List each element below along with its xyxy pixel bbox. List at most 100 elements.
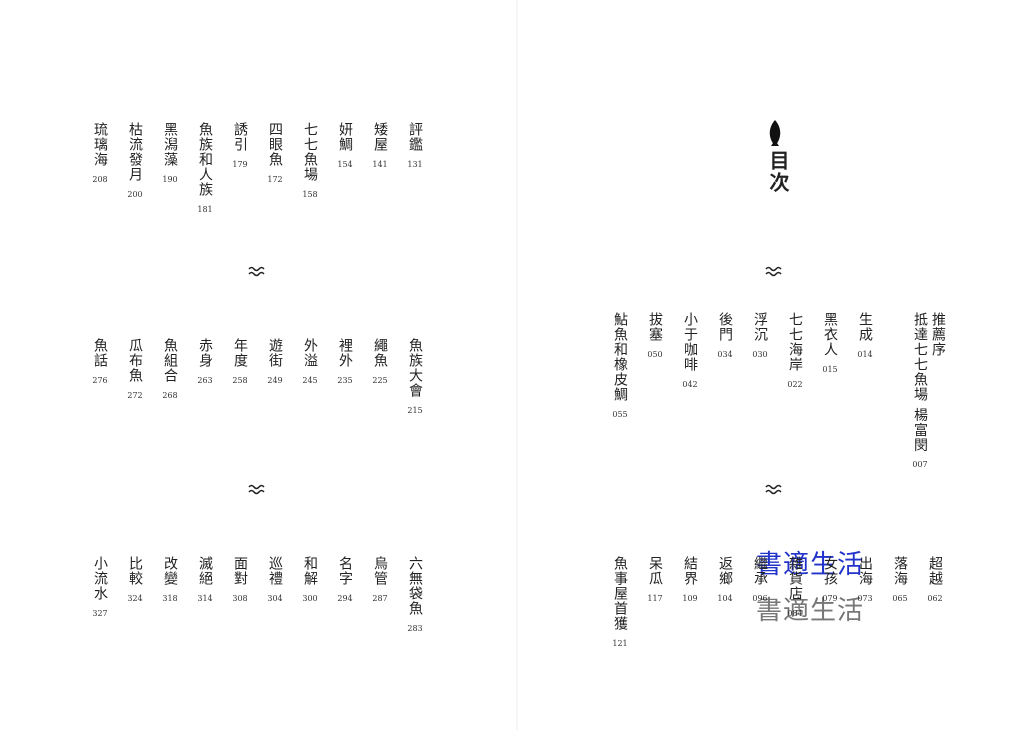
- toc-entry: 矮屋 141: [370, 122, 390, 169]
- toc-entry: 魚話 276: [90, 338, 110, 385]
- entry-title: 矮屋: [372, 122, 388, 152]
- entry-page: 141: [372, 160, 388, 169]
- toc-entry: 返鄉 104: [715, 556, 735, 603]
- entry-page: 324: [127, 594, 143, 603]
- toc-entry: 誘引 179: [230, 122, 250, 169]
- entry-title: 誘引: [232, 122, 248, 152]
- entry-page: 154: [337, 160, 353, 169]
- entry-title: 七七魚場: [302, 122, 318, 182]
- toc-entry: 魚族大會 215: [405, 338, 425, 415]
- toc-entry: 結界 109: [680, 556, 700, 603]
- entry-title: 評鑑: [407, 122, 423, 152]
- entry-page: 065: [892, 594, 908, 603]
- entry-page: 055: [612, 410, 628, 419]
- entry-title: 繩魚: [372, 338, 388, 368]
- toc-entry: 生成 014: [855, 312, 875, 359]
- entry-title: 烏管: [372, 556, 388, 586]
- entry-page: 272: [127, 391, 143, 400]
- entry-title: 返鄉: [717, 556, 733, 586]
- entry-page: 179: [232, 160, 248, 169]
- entry-title: 落海: [892, 556, 908, 586]
- entry-title: 七七海岸: [787, 312, 803, 372]
- toc-entry: 年度 258: [230, 338, 250, 385]
- entry-page: 022: [787, 380, 803, 389]
- entry-page: 172: [267, 175, 283, 184]
- toc-entry: 拔塞 050: [645, 312, 665, 359]
- entry-page: 327: [92, 609, 108, 618]
- entry-title: 生成: [857, 312, 873, 342]
- entry-page: 062: [927, 594, 943, 603]
- entry-title: 女孩: [822, 556, 838, 586]
- entry-title: 魚族和人族: [197, 122, 213, 197]
- entry-title: 魚事屋首獲: [612, 556, 628, 631]
- entry-page: 131: [407, 160, 423, 169]
- entry-title: 超越: [927, 556, 943, 586]
- toc-entry: 魚族和人族 181: [195, 122, 215, 214]
- watermark: 書適生活: [756, 596, 865, 626]
- toc-entry: 黑衣人 015: [820, 312, 840, 374]
- toc-entry: 遊街 249: [265, 338, 285, 385]
- fish-icon: [769, 120, 781, 146]
- entry-title: 年度: [232, 338, 248, 368]
- entry-title: 妍鯛: [337, 122, 353, 152]
- wave-marks: [248, 266, 782, 495]
- toc-entry: 魚事屋首獲 121: [610, 556, 630, 648]
- entry-title: 枯流發月: [127, 122, 143, 182]
- toc-entry: 烏管 287: [370, 556, 390, 603]
- entry-title: 拔塞: [647, 312, 663, 342]
- entry-page: 007: [912, 460, 928, 470]
- entry-title: 魚族大會: [407, 338, 423, 398]
- entry-title: 遊街: [267, 338, 283, 368]
- entry-title: 呆瓜: [647, 556, 663, 586]
- toc-entry: 鮎魚和橡皮鯛 055: [610, 312, 630, 419]
- toc-entry: 後門 034: [715, 312, 735, 359]
- entry-page: 225: [372, 376, 388, 385]
- entry-page: 190: [162, 175, 178, 184]
- entry-title: 繼承: [752, 556, 768, 586]
- entry-page: 245: [302, 376, 318, 385]
- entry-title: 後門: [717, 312, 733, 342]
- toc-entry: 小流水 327: [90, 556, 110, 618]
- toc-entry: 超越 062: [925, 556, 945, 603]
- toc-entry: 六無袋魚 283: [405, 556, 425, 633]
- entry-page: 268: [162, 391, 178, 400]
- entry-page: 283: [407, 624, 423, 633]
- entry-title: 面對: [232, 556, 248, 586]
- entry-page: 096: [752, 594, 768, 603]
- toc-entry: 四眼魚 172: [265, 122, 285, 184]
- entry-page: 318: [162, 594, 178, 603]
- toc-entry: 繩魚 225: [370, 338, 390, 385]
- toc-entry: 魚組合 268: [160, 338, 180, 400]
- entry-title: 改變: [162, 556, 178, 586]
- toc-entry: 瓜布魚 272: [125, 338, 145, 400]
- entry-title: 瓜布魚: [127, 338, 143, 383]
- toc-entry: 和解 300: [300, 556, 320, 603]
- entry-page: 104: [717, 594, 733, 603]
- entry-page: 300: [302, 594, 318, 603]
- entry-page: 050: [647, 350, 663, 359]
- entry-label: 推薦序: [930, 312, 946, 357]
- toc-entry: 琉璃海 208: [90, 122, 110, 184]
- toc-entry: 呆瓜 117: [645, 556, 665, 603]
- entry-page: 215: [407, 406, 423, 415]
- toc-entry: 名字 294: [335, 556, 355, 603]
- entry-page: 030: [752, 350, 768, 359]
- entry-page: 015: [822, 365, 838, 374]
- toc-entry: 滅絕 314: [195, 556, 215, 603]
- toc-entry: 落海 065: [890, 556, 910, 603]
- entry-title: 滅絕: [197, 556, 213, 586]
- entry-title: 裡外: [337, 338, 353, 368]
- entry-page: 314: [197, 594, 213, 603]
- entry-page: 235: [337, 376, 353, 385]
- toc-entry: 七七海岸 022: [785, 312, 805, 389]
- entry-title: 結界: [682, 556, 698, 586]
- entry-title: 赤身: [197, 338, 213, 368]
- toc-entry: 面對 308: [230, 556, 250, 603]
- entry-page: 073: [857, 594, 873, 603]
- entry-title: 黑潟藻: [162, 122, 178, 167]
- watermark: 書適生活: [756, 550, 865, 580]
- entry-page: 181: [197, 205, 213, 214]
- entry-title: 小于咖啡: [682, 312, 698, 372]
